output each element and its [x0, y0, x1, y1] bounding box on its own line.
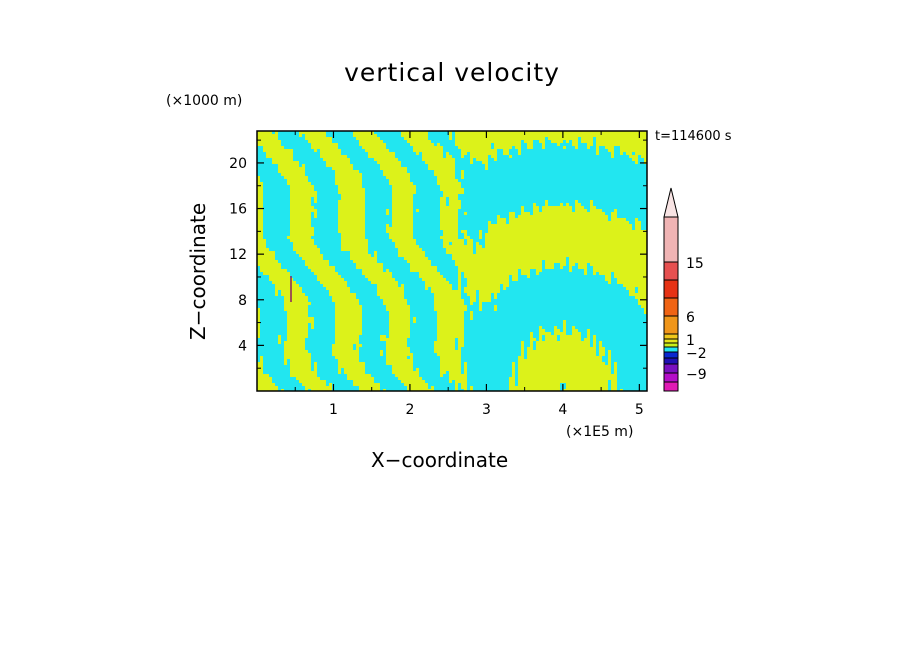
field-positive-region [257, 131, 647, 391]
colorbar-level [663, 333, 679, 340]
colorbar-level [663, 338, 679, 344]
colorbar-level [663, 381, 679, 392]
y-tick-label: 8 [238, 293, 247, 309]
colorbar-level [663, 346, 679, 353]
y-tick-label: 12 [229, 247, 247, 263]
x-tick-label: 4 [558, 402, 567, 418]
x-tick-label: 5 [635, 402, 644, 418]
colorbar-level [663, 216, 679, 263]
colorbar-tick-label: −9 [686, 367, 707, 383]
x-tick-label: 3 [482, 402, 491, 418]
colorbar-level [663, 351, 679, 359]
colorbar-level [663, 261, 679, 281]
x-tick-label: 2 [405, 402, 414, 418]
colorbar-tick-label: 1 [686, 333, 695, 349]
y-tick-label: 20 [229, 156, 247, 172]
colorbar-level [663, 297, 679, 317]
colorbar-level [663, 357, 679, 365]
colorbar-tick-label: 15 [686, 256, 704, 272]
x-tick-label: 1 [329, 402, 338, 418]
y-tick-label: 4 [238, 338, 247, 354]
contour-field [257, 131, 647, 391]
colorbar-level [663, 315, 679, 335]
x-axis-unit: (×1E5 m) [566, 424, 634, 440]
chart-title: vertical velocity [344, 58, 560, 87]
colorbar-level [663, 342, 679, 348]
colorbar-arrow [663, 187, 679, 218]
y-ticks: 4 8 12 16 20 [229, 139, 647, 369]
colorbar: 15 6 1−2 −9 [663, 187, 707, 392]
plot-frame [256, 130, 648, 392]
colorbar-level [663, 363, 679, 374]
time-label: t=114600 s [655, 129, 732, 144]
y-axis-unit: (×1000 m) [166, 93, 243, 109]
x-axis-label: X−coordinate [371, 448, 509, 472]
colorbar-level [663, 279, 679, 299]
colorbar-level [663, 372, 679, 383]
x-ticks: 1 2 3 4 5 [294, 131, 644, 418]
colorbar-tick-label: 6 [686, 310, 695, 326]
colorbar-tick-label: −2 [686, 346, 707, 362]
y-tick-label: 16 [229, 202, 247, 218]
